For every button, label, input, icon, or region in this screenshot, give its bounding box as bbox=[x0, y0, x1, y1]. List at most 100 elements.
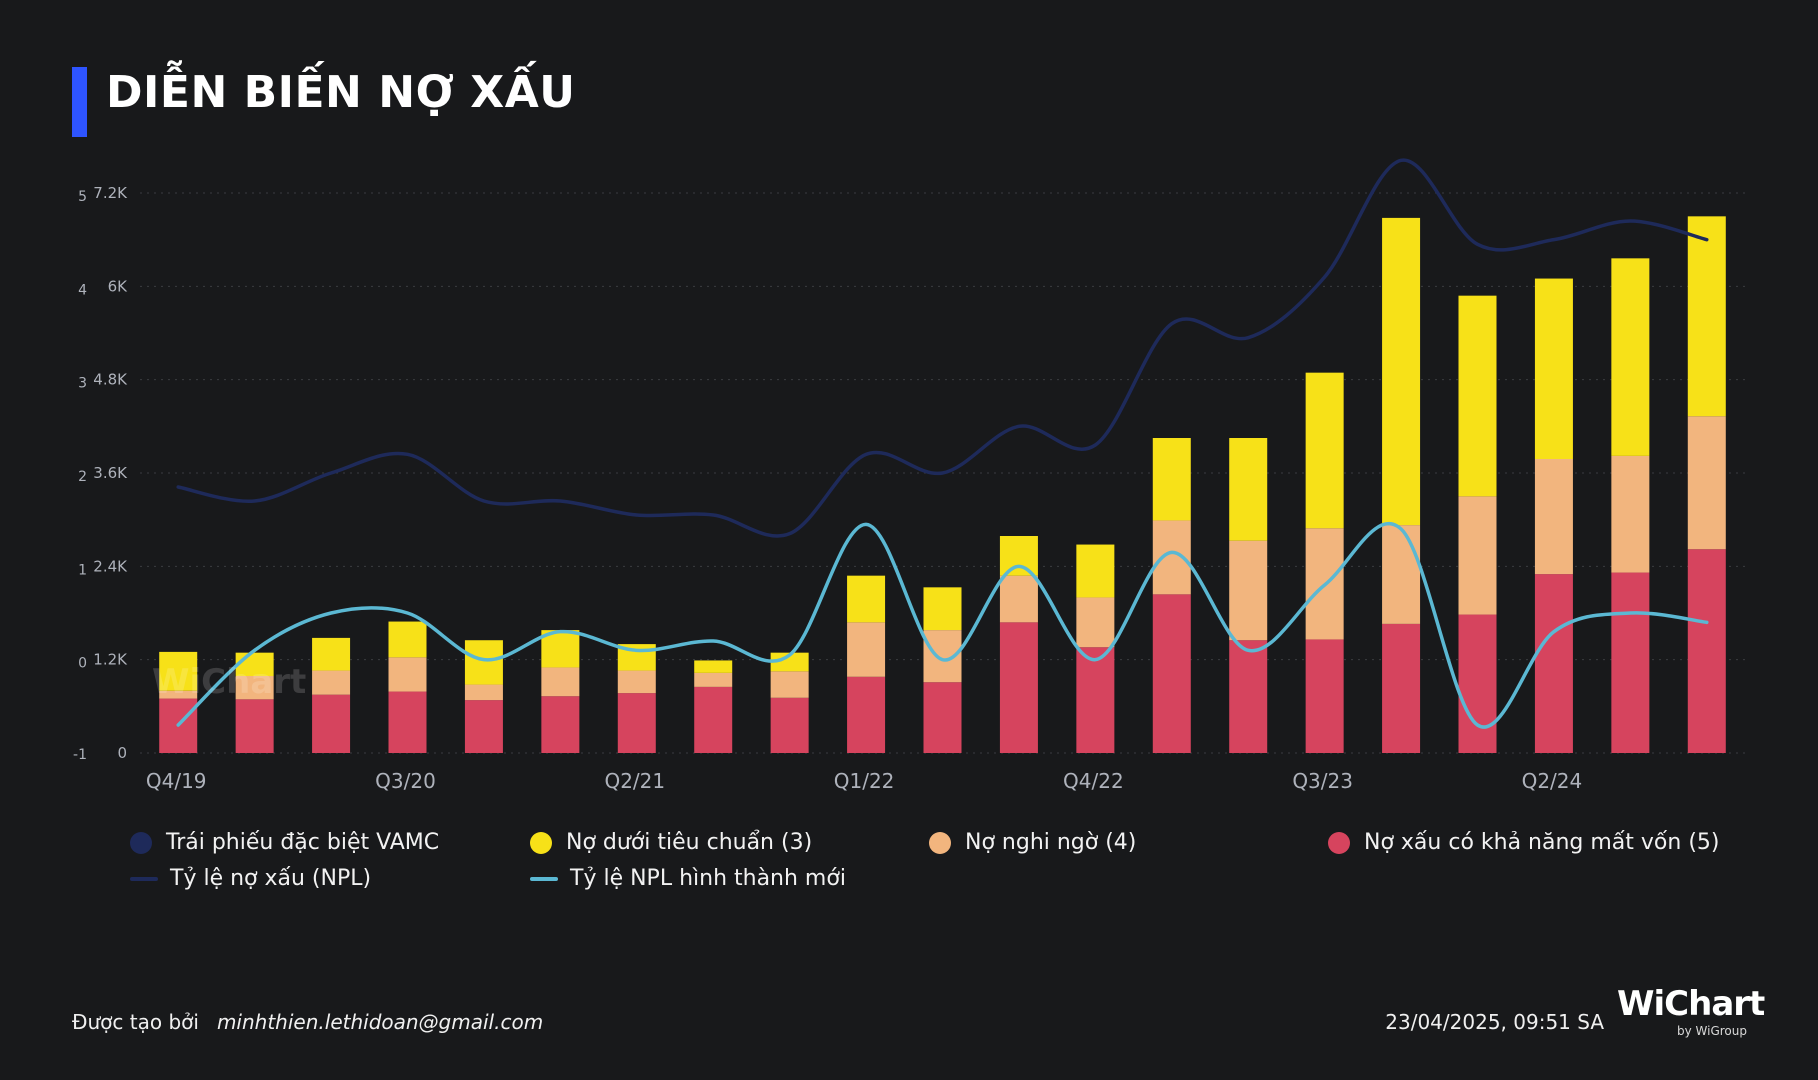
legend-label-vamc: Trái phiếu đặc biệt VAMC bbox=[166, 830, 440, 855]
bar-segment bbox=[388, 621, 427, 658]
legend-swatch-npl bbox=[130, 876, 158, 881]
y-left-tick-label: 6K bbox=[108, 277, 129, 295]
bar-segment bbox=[312, 637, 351, 671]
bar-segment bbox=[388, 691, 427, 753]
x-tick-label: Q3/20 bbox=[375, 769, 436, 793]
bar-segment bbox=[235, 699, 274, 753]
bar-segment bbox=[464, 684, 503, 701]
legend-swatch-loss bbox=[1328, 831, 1350, 854]
legend-swatch-new-npl bbox=[530, 876, 558, 881]
bar-segment bbox=[1076, 647, 1115, 753]
brand-logo[interactable]: WiChart by WiGroup bbox=[1617, 984, 1765, 1040]
brand-name: WiChart bbox=[1617, 984, 1765, 1024]
y-right-tick-label: 5 bbox=[78, 189, 87, 205]
x-tick-label: Q2/21 bbox=[604, 769, 665, 793]
x-tick-label: Q2/24 bbox=[1522, 769, 1583, 793]
bar-segment bbox=[1152, 594, 1191, 753]
bar-segment bbox=[1152, 438, 1191, 521]
legend-item-new-npl[interactable]: Tỷ lệ NPL hình thành mới bbox=[530, 866, 846, 891]
title-accent-bar bbox=[72, 67, 87, 137]
y-left-tick-label: 7.2K bbox=[93, 184, 128, 202]
footer-created-by: Được tạo bởi bbox=[72, 1010, 199, 1034]
legend-item-doubtful[interactable]: Nợ nghi ngờ (4) bbox=[929, 830, 1136, 855]
bar-segment bbox=[923, 682, 962, 753]
x-tick-label: Q4/19 bbox=[146, 769, 207, 793]
bar-segment bbox=[847, 676, 886, 753]
y-right-tick-label: 2 bbox=[78, 469, 87, 485]
bar-segment bbox=[1458, 496, 1497, 615]
bar-segment bbox=[1534, 459, 1573, 575]
bar-segment bbox=[1458, 614, 1497, 753]
chart-area: 0 -1 1.2K 0 2.4K 1 3.6K 2 4.8K 3 6K 4 7.2K 5 Q4/19 Q3/2… bbox=[73, 158, 1745, 793]
legend-label-npl: Tỷ lệ nợ xấu (NPL) bbox=[170, 866, 372, 891]
bar-segment bbox=[694, 672, 733, 687]
footer-email[interactable]: minhthien.lethidoan@gmail.com bbox=[216, 1010, 544, 1034]
bar-segment bbox=[1611, 455, 1650, 573]
y-right-tick-label: 0 bbox=[78, 656, 87, 672]
bar-segment bbox=[464, 700, 503, 753]
bar-segment bbox=[999, 575, 1038, 623]
y-left-tick-label: 1.2K bbox=[93, 651, 128, 669]
legend-swatch-substandard bbox=[530, 831, 552, 854]
chart-watermark: WiChart bbox=[152, 662, 307, 702]
bar-segment bbox=[388, 657, 427, 692]
bar-segment bbox=[1229, 438, 1268, 541]
bar-segment bbox=[1687, 549, 1726, 753]
bar-segment bbox=[770, 697, 809, 753]
bar-segment bbox=[464, 640, 503, 685]
footer-credit: Được tạo bởi minhthien.lethidoan@gmail.co… bbox=[72, 1010, 543, 1034]
legend-swatch-vamc bbox=[130, 831, 152, 854]
bar-segment bbox=[1534, 574, 1573, 753]
bar-segment bbox=[770, 671, 809, 698]
bar-segment bbox=[159, 690, 198, 699]
bar-segment bbox=[1305, 639, 1344, 753]
bar-segment bbox=[1611, 572, 1650, 753]
bar-segment bbox=[1382, 623, 1421, 753]
bar-segment bbox=[1382, 525, 1421, 624]
bar-segment bbox=[1229, 540, 1268, 641]
bar-segment bbox=[1611, 258, 1650, 456]
brand-sub: by WiGroup bbox=[1676, 1024, 1747, 1038]
bar-segment bbox=[541, 696, 580, 753]
bar-segment bbox=[1305, 372, 1344, 529]
legend-label-substandard: Nợ dưới tiêu chuẩn (3) bbox=[566, 830, 813, 855]
legend-label-new-npl: Tỷ lệ NPL hình thành mới bbox=[570, 866, 846, 891]
bar-segment bbox=[847, 622, 886, 677]
y-left-tick-label: 0 bbox=[117, 744, 127, 762]
y-left-tick-label: 2.4K bbox=[93, 557, 128, 575]
bar-segment bbox=[1076, 597, 1115, 648]
y-left-tick-label: 4.8K bbox=[93, 371, 128, 389]
legend-item-substandard[interactable]: Nợ dưới tiêu chuẩn (3) bbox=[530, 830, 812, 855]
legend-label-doubtful: Nợ nghi ngờ (4) bbox=[965, 830, 1137, 855]
bar-segment bbox=[159, 651, 198, 691]
y-left-tick-label: 3.6K bbox=[93, 464, 128, 482]
legend-swatch-doubtful bbox=[929, 831, 951, 854]
bar-segment bbox=[1687, 216, 1726, 417]
bar-segment bbox=[1458, 295, 1497, 497]
bar-segment bbox=[1687, 416, 1726, 550]
bar-segment bbox=[694, 660, 733, 673]
x-tick-label: Q1/22 bbox=[834, 769, 895, 793]
x-tick-label: Q4/22 bbox=[1063, 769, 1124, 793]
y-right-tick-label: 4 bbox=[78, 282, 87, 298]
bar-segment bbox=[999, 536, 1038, 576]
x-tick-label: Q3/23 bbox=[1292, 769, 1353, 793]
legend-item-vamc[interactable]: Trái phiếu đặc biệt VAMC bbox=[130, 830, 439, 855]
legend-label-loss: Nợ xấu có khả năng mất vốn (5) bbox=[1364, 830, 1720, 855]
footer-date: 23/04/2025, 09:51 SA bbox=[1385, 1010, 1604, 1034]
legend-item-npl[interactable]: Tỷ lệ nợ xấu (NPL) bbox=[130, 866, 371, 891]
bar-segment bbox=[235, 676, 274, 700]
y-right-tick-label: -1 bbox=[73, 747, 87, 763]
legend-item-loss[interactable]: Nợ xấu có khả năng mất vốn (5) bbox=[1328, 830, 1720, 855]
bar-segment bbox=[312, 694, 351, 753]
bar-segment bbox=[617, 670, 656, 694]
bar-segment bbox=[1382, 217, 1421, 526]
bar-segment bbox=[1229, 640, 1268, 753]
y-right-tick-label: 1 bbox=[78, 562, 87, 578]
npl-ratio-line bbox=[176, 158, 1709, 538]
bar-segment bbox=[999, 622, 1038, 753]
bar-segment bbox=[1534, 278, 1573, 459]
new-npl-ratio-line bbox=[176, 521, 1709, 729]
page-title: DIỄN BIẾN NỢ XẤU bbox=[106, 67, 576, 118]
bar-segment bbox=[770, 652, 809, 672]
